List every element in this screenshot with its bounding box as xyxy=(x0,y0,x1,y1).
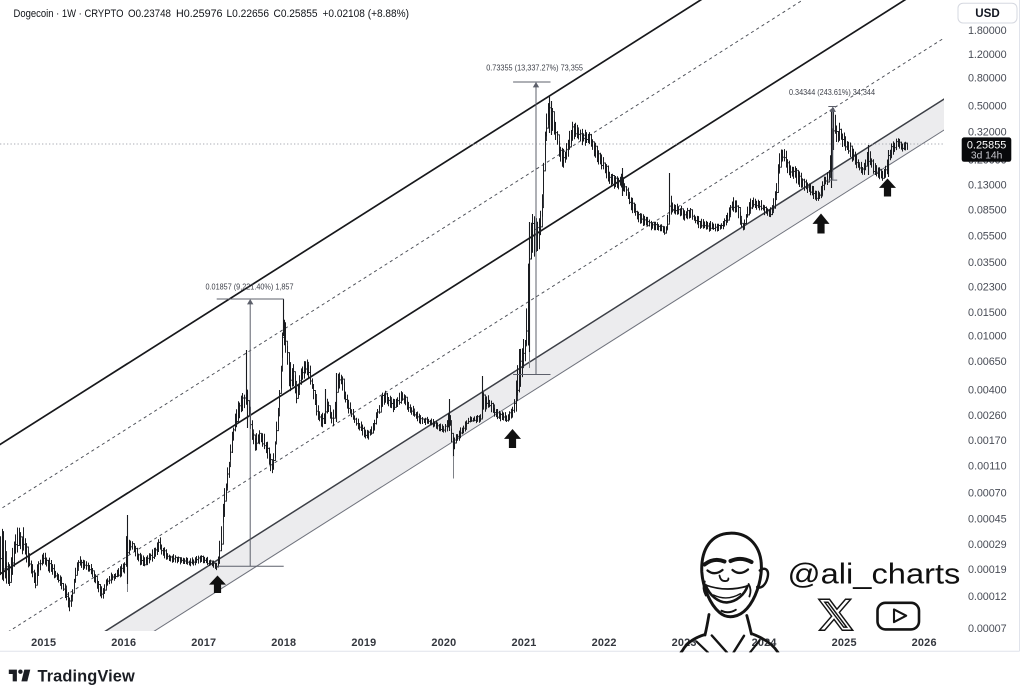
svg-text:@ali_charts: @ali_charts xyxy=(788,557,961,590)
svg-text:H0.25976: H0.25976 xyxy=(176,8,223,20)
svg-text:2020: 2020 xyxy=(431,637,456,649)
svg-text:0.00400: 0.00400 xyxy=(968,385,1007,397)
svg-text:2026: 2026 xyxy=(912,637,937,649)
svg-text:0.32000: 0.32000 xyxy=(968,127,1007,139)
svg-text:0.00007: 0.00007 xyxy=(968,623,1007,635)
svg-text:0.01000: 0.01000 xyxy=(968,331,1007,343)
svg-text:0.00045: 0.00045 xyxy=(968,513,1007,525)
svg-text:0.00012: 0.00012 xyxy=(968,591,1007,603)
svg-text:0.34344 (243.61%) 34,344: 0.34344 (243.61%) 34,344 xyxy=(789,88,876,97)
svg-text:0.13000: 0.13000 xyxy=(968,180,1007,192)
svg-text:0.00260: 0.00260 xyxy=(968,410,1007,422)
svg-text:2018: 2018 xyxy=(271,637,296,649)
svg-text:0.08500: 0.08500 xyxy=(968,205,1007,217)
svg-text:2015: 2015 xyxy=(31,637,56,649)
svg-text:1.80000: 1.80000 xyxy=(968,25,1007,37)
svg-text:0.02300: 0.02300 xyxy=(968,282,1007,294)
svg-text:2024: 2024 xyxy=(752,637,777,649)
svg-text:0.73355 (13,337.27%) 73,355: 0.73355 (13,337.27%) 73,355 xyxy=(486,64,583,73)
svg-text:0.00029: 0.00029 xyxy=(968,539,1007,551)
svg-text:0.00070: 0.00070 xyxy=(968,487,1007,499)
svg-text:TradingView: TradingView xyxy=(38,668,135,686)
svg-text:2025: 2025 xyxy=(832,637,857,649)
svg-text:C0.25855: C0.25855 xyxy=(274,8,318,20)
svg-text:0.25855: 0.25855 xyxy=(967,139,1007,151)
svg-text:0.50000: 0.50000 xyxy=(968,100,1007,112)
svg-text:2019: 2019 xyxy=(351,637,376,649)
svg-text:0.03500: 0.03500 xyxy=(968,257,1007,269)
svg-text:+0.02108 (+8.88%): +0.02108 (+8.88%) xyxy=(323,8,410,20)
svg-text:O0.23748: O0.23748 xyxy=(128,8,171,20)
svg-text:2021: 2021 xyxy=(511,637,536,649)
svg-text:0.01857 (9,221.40%) 1,857: 0.01857 (9,221.40%) 1,857 xyxy=(206,282,294,291)
svg-text:0.80000: 0.80000 xyxy=(968,73,1007,85)
svg-text:3d 14h: 3d 14h xyxy=(971,151,1003,162)
svg-text:0.00019: 0.00019 xyxy=(968,564,1007,576)
svg-text:Dogecoin · 1W · CRYPTO: Dogecoin · 1W · CRYPTO xyxy=(14,8,124,20)
svg-text:0.05500: 0.05500 xyxy=(968,230,1007,242)
svg-text:0.00650: 0.00650 xyxy=(968,356,1007,368)
svg-text:L0.22656: L0.22656 xyxy=(227,8,270,20)
svg-text:1.20000: 1.20000 xyxy=(968,49,1007,61)
svg-text:2016: 2016 xyxy=(111,637,136,649)
svg-text:0.00110: 0.00110 xyxy=(968,461,1007,473)
svg-text:2022: 2022 xyxy=(592,637,617,649)
svg-text:0.00170: 0.00170 xyxy=(968,435,1007,447)
svg-text:0.01500: 0.01500 xyxy=(968,307,1007,319)
svg-text:USD: USD xyxy=(975,7,999,20)
svg-text:2017: 2017 xyxy=(191,637,216,649)
